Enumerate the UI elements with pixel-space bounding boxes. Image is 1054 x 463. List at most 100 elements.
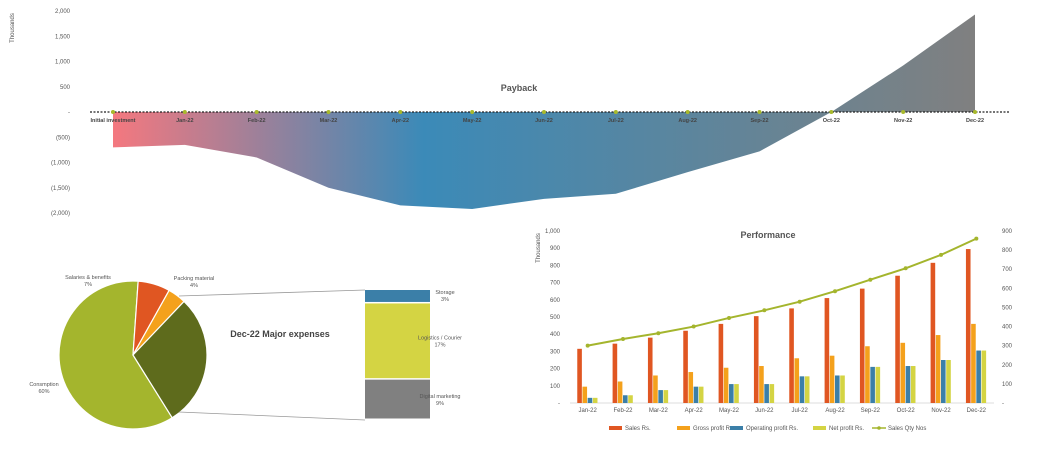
performance-bar (840, 375, 845, 403)
sales-qty-point (585, 343, 590, 348)
pie-label: Consmption (29, 382, 58, 388)
payback-y-tick: - (68, 110, 70, 116)
payback-marker (685, 110, 690, 114)
performance-y-tick: - (558, 401, 560, 407)
sales-qty-points (585, 236, 979, 348)
performance-y-tick: 400 (550, 332, 561, 338)
breakdown-bar (365, 379, 430, 419)
sales-qty-point (691, 324, 696, 329)
legend-label: Net profit Rs. (829, 426, 864, 432)
performance-bar (759, 366, 764, 403)
breakdown-pct-label: 17% (434, 343, 445, 349)
breakdown-pct-label: 3% (441, 297, 449, 303)
performance-bar (628, 395, 633, 403)
payback-y-ticks: 2,000 1,500 1,000 500 - (500) (1,000) (1,500) (2… (51, 9, 71, 217)
performance-bar (753, 316, 759, 403)
performance-y2-tick: 500 (1002, 305, 1013, 311)
performance-bar (870, 366, 875, 403)
performance-bar (612, 343, 618, 403)
performance-bar (688, 372, 694, 403)
breakdown-pct-label: 9% (436, 401, 444, 407)
performance-bar (905, 366, 911, 403)
performance-bar (658, 390, 663, 403)
performance-x-tick: Nov-22 (931, 408, 951, 414)
payback-marker (901, 110, 906, 114)
payback-marker (111, 110, 115, 114)
pie-connector-bottom (178, 411, 366, 421)
payback-title: Payback (501, 83, 539, 93)
pie-label: Salaries & benefits (65, 275, 111, 281)
performance-bar (835, 375, 840, 403)
performance-x-ticks: Jan-22 Feb-22 Mar-22 Apr-22 May-22 Jun-22 Jul-… (578, 408, 986, 414)
sales-qty-point (868, 277, 873, 282)
performance-bar (930, 262, 936, 403)
performance-bar (976, 350, 981, 403)
payback-chart: Thousands 2,000 1,500 1,000 500 - (500) (1,000… (10, 9, 1010, 217)
performance-bar (941, 360, 946, 403)
sales-qty-point (833, 289, 837, 294)
performance-bar (859, 288, 865, 403)
payback-x-tick: May-22 (463, 118, 482, 124)
performance-title: Performance (740, 230, 795, 240)
performance-y-tick: 600 (550, 298, 561, 304)
performance-bar (582, 386, 588, 403)
sales-qty-point (939, 252, 943, 257)
payback-marker (973, 110, 977, 114)
performance-y2-tick: 100 (1002, 382, 1013, 388)
performance-bar (653, 375, 658, 403)
performance-y-tick: 900 (550, 246, 561, 252)
performance-bar (895, 275, 900, 403)
performance-legend: Sales Rs. Gross profit Rs. Operating profi… (609, 426, 926, 432)
payback-y-tick: 1,000 (55, 60, 71, 66)
payback-marker (613, 110, 618, 114)
sales-qty-point (974, 236, 979, 241)
performance-x-tick: Feb-22 (613, 408, 633, 414)
performance-x-tick: Jul-22 (791, 408, 808, 414)
pie-pct-label: 60% (38, 389, 49, 395)
payback-marker (757, 110, 762, 114)
pie-connector-top (178, 289, 366, 297)
performance-y2-tick: - (1002, 401, 1004, 407)
pie-pct-label: 4% (190, 283, 198, 289)
performance-bar (718, 323, 724, 403)
performance-x-tick: May-22 (719, 408, 740, 414)
performance-y2-tick: 400 (1002, 325, 1013, 331)
performance-bar (698, 386, 704, 403)
sales-qty-point (621, 336, 625, 341)
payback-x-tick: Feb-22 (248, 118, 266, 124)
payback-marker (398, 110, 403, 114)
payback-x-tick: Initial investment (91, 118, 136, 124)
sales-qty-point (762, 308, 767, 313)
performance-y2-tick: 800 (1002, 248, 1013, 254)
sales-qty-point (656, 331, 661, 336)
performance-bar (829, 355, 835, 403)
payback-marker (470, 110, 475, 114)
performance-bar (663, 390, 669, 403)
performance-bar (683, 330, 688, 403)
performance-bar (910, 366, 916, 403)
payback-x-tick: Jun-22 (535, 118, 553, 124)
payback-y-tick: (1,000) (51, 161, 70, 167)
performance-y2-tick: 700 (1002, 267, 1013, 273)
legend-swatch (677, 426, 690, 430)
performance-bar (875, 366, 881, 403)
performance-x-tick: Jun-22 (755, 408, 774, 414)
performance-bar (971, 323, 976, 403)
payback-x-tick: Aug-22 (678, 118, 697, 124)
performance-bar (693, 386, 699, 403)
legend-swatch (609, 426, 622, 430)
payback-x-tick: Sep-22 (750, 118, 768, 124)
sales-qty-point (797, 299, 802, 304)
performance-bar (794, 358, 800, 403)
performance-bar (734, 384, 739, 403)
payback-x-tick: Mar-22 (320, 118, 338, 124)
legend-marker (877, 426, 881, 430)
performance-y-tick: 500 (550, 315, 561, 321)
payback-y-tick: (2,000) (51, 211, 70, 217)
performance-x-tick: Apr-22 (685, 408, 704, 414)
payback-marker (829, 110, 834, 114)
breakdown-bars (365, 290, 430, 419)
